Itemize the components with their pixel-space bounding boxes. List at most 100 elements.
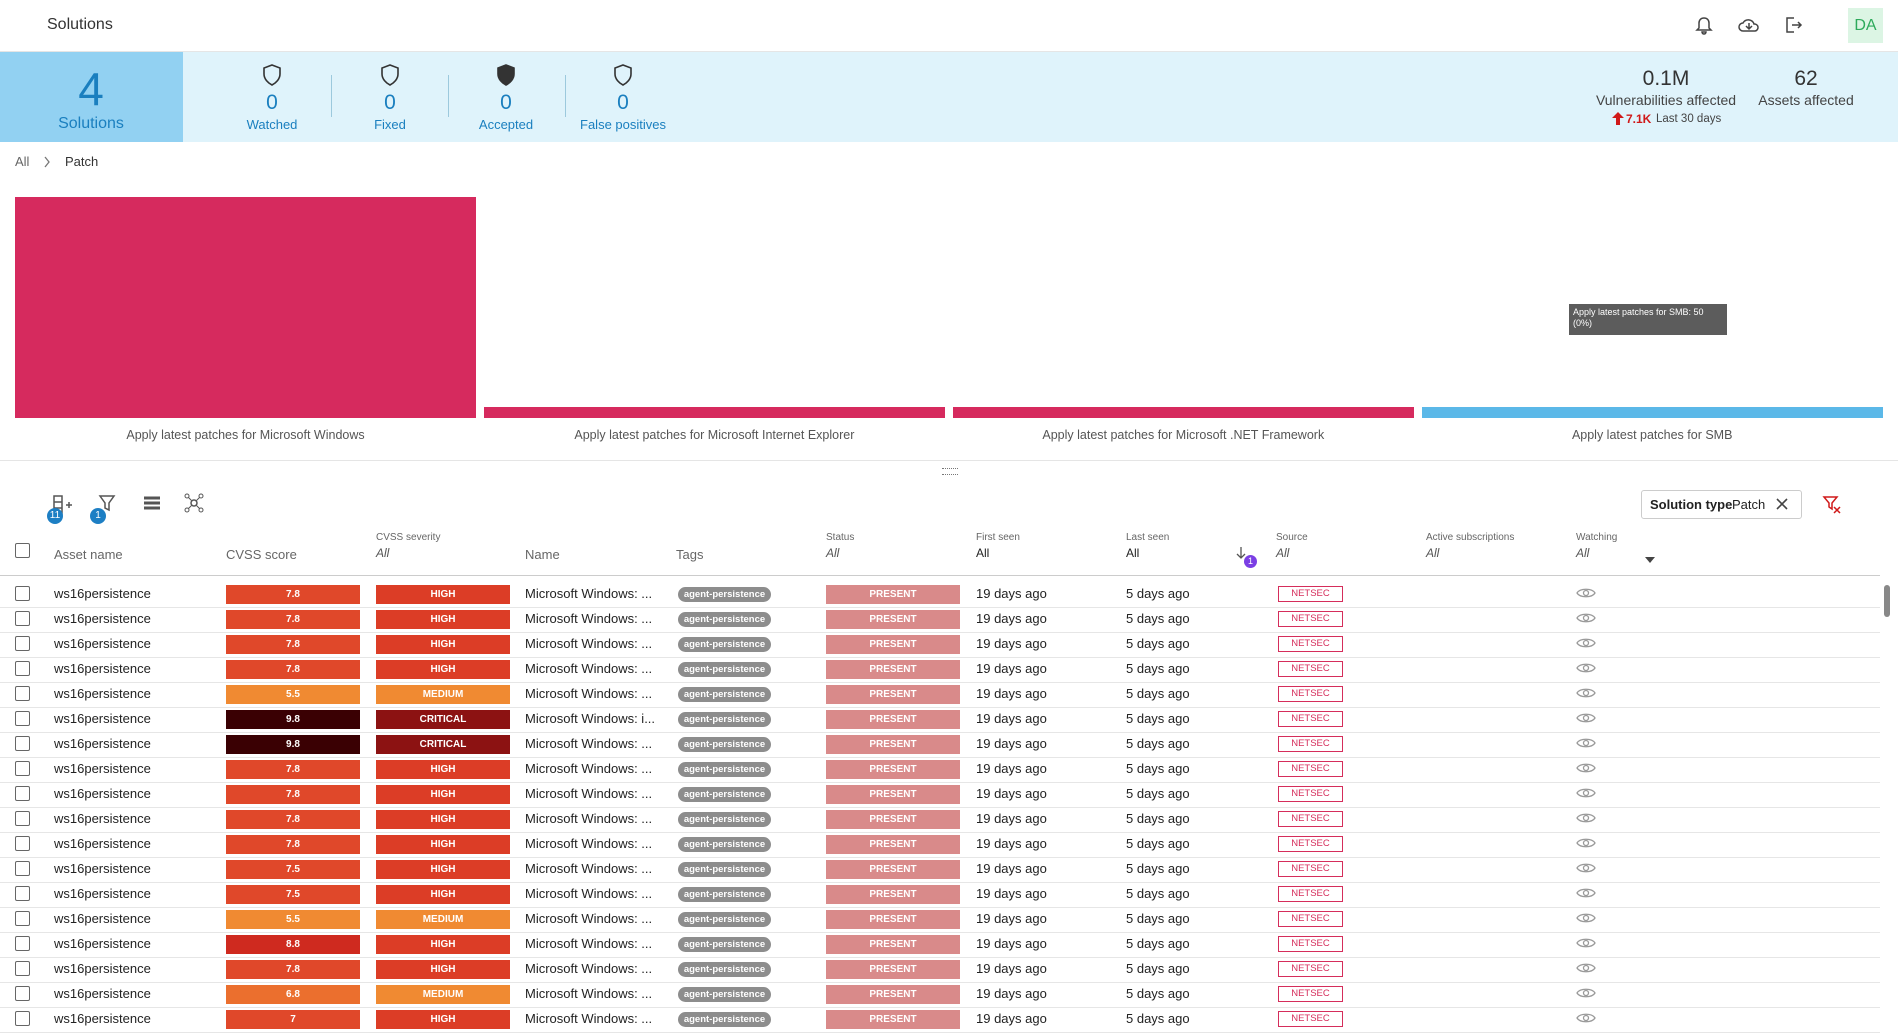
last-seen: 5 days ago [1126, 886, 1190, 901]
table-row [0, 832, 1880, 858]
row-checkbox[interactable] [15, 686, 30, 701]
watch-icon[interactable] [1576, 861, 1596, 875]
cvss-score: 9.8 [226, 710, 360, 729]
watch-icon[interactable] [1576, 986, 1596, 1000]
row-checkbox[interactable] [15, 761, 30, 776]
graph-icon[interactable] [183, 492, 205, 514]
row-checkbox[interactable] [15, 886, 30, 901]
avatar[interactable]: DA [1848, 8, 1883, 43]
cvss-score: 7.8 [226, 760, 360, 779]
bar-label: Apply latest patches for Microsoft .NET … [1042, 428, 1325, 442]
first-seen: 19 days ago [976, 786, 1047, 801]
watch-icon[interactable] [1576, 636, 1596, 650]
watch-icon[interactable] [1576, 1011, 1596, 1025]
resize-handle[interactable] [942, 468, 958, 475]
row-checkbox[interactable] [15, 961, 30, 976]
dropdown-arrow[interactable] [1645, 550, 1655, 563]
status: PRESENT [826, 1010, 960, 1029]
logout-icon[interactable] [1783, 15, 1803, 35]
separator [331, 75, 332, 117]
source: NETSEC [1278, 586, 1343, 602]
watch-icon[interactable] [1576, 936, 1596, 950]
vuln-name: Microsoft Windows: ... [525, 636, 653, 651]
row-checkbox[interactable] [15, 911, 30, 926]
table-row [0, 657, 1880, 683]
severity: HIGH [376, 660, 510, 679]
last-seen: 5 days ago [1126, 911, 1190, 926]
last-seen: 5 days ago [1126, 736, 1190, 751]
tag: agent-persistence [678, 587, 771, 602]
watch-icon[interactable] [1576, 961, 1596, 975]
row-checkbox[interactable] [15, 711, 30, 726]
severity: CRITICAL [376, 735, 510, 754]
asset-name: ws16persistence [54, 586, 151, 601]
chip-close[interactable] [1775, 497, 1789, 511]
row-checkbox[interactable] [15, 661, 30, 676]
row-checkbox[interactable] [15, 811, 30, 826]
last-seen: 5 days ago [1126, 786, 1190, 801]
list-icon[interactable] [142, 494, 162, 512]
separator [565, 75, 566, 117]
table-row [0, 782, 1880, 808]
header-checkbox[interactable] [15, 543, 30, 558]
row-checkbox[interactable] [15, 586, 30, 601]
cvss-score: 7.8 [226, 635, 360, 654]
watch-icon[interactable] [1576, 686, 1596, 700]
row-checkbox[interactable] [15, 986, 30, 1001]
watch-icon[interactable] [1576, 611, 1596, 625]
watch-icon[interactable] [1576, 761, 1596, 775]
asset-name: ws16persistence [54, 711, 151, 726]
row-checkbox[interactable] [15, 736, 30, 751]
row-checkbox[interactable] [15, 786, 30, 801]
severity: MEDIUM [376, 910, 510, 929]
vuln-name: Microsoft Windows: ... [525, 786, 653, 801]
bar [952, 406, 1414, 418]
row-checkbox[interactable] [15, 936, 30, 951]
watch-icon[interactable] [1576, 836, 1596, 850]
row-checkbox[interactable] [15, 636, 30, 651]
row-checkbox[interactable] [15, 611, 30, 626]
source: NETSEC [1278, 836, 1343, 852]
status: PRESENT [826, 960, 960, 979]
cvss-score: 7.8 [226, 810, 360, 829]
watch-icon[interactable] [1576, 736, 1596, 750]
row-checkbox[interactable] [15, 1011, 30, 1026]
tag: agent-persistence [678, 612, 771, 627]
watch-icon[interactable] [1576, 711, 1596, 725]
watch-icon[interactable] [1576, 586, 1596, 600]
tag: agent-persistence [678, 1012, 771, 1027]
filter-badge: 1 [90, 508, 106, 524]
watch-icon[interactable] [1576, 911, 1596, 925]
last-seen: 5 days ago [1126, 811, 1190, 826]
watch-icon[interactable] [1576, 661, 1596, 675]
source: NETSEC [1278, 911, 1343, 927]
table-row [0, 807, 1880, 833]
status: PRESENT [826, 760, 960, 779]
bar-label: Apply latest patches for Microsoft Windo… [126, 428, 365, 442]
status: PRESENT [826, 585, 960, 604]
watch-icon[interactable] [1576, 886, 1596, 900]
asset-name: ws16persistence [54, 786, 151, 801]
first-seen: 19 days ago [976, 636, 1047, 651]
row-checkbox[interactable] [15, 861, 30, 876]
total-card[interactable] [0, 52, 183, 142]
filter-icon[interactable] [97, 493, 117, 515]
severity: HIGH [376, 960, 510, 979]
separator [448, 75, 449, 117]
vuln-name: Microsoft Windows: ... [525, 611, 653, 626]
download-icon[interactable] [1737, 15, 1761, 35]
watch-icon[interactable] [1576, 811, 1596, 825]
watch-icon[interactable] [1576, 786, 1596, 800]
bell-icon[interactable] [1694, 15, 1714, 35]
source: NETSEC [1278, 711, 1343, 727]
scrollbar-thumb[interactable] [1884, 585, 1890, 617]
column-filter: All [826, 546, 840, 560]
last-seen: 5 days ago [1126, 686, 1190, 701]
row-checkbox[interactable] [15, 836, 30, 851]
clear-filters[interactable] [1822, 495, 1842, 515]
breadcrumb-root[interactable]: All [15, 154, 30, 169]
stat-value: 0 [384, 91, 396, 114]
column-filter: All [376, 546, 390, 560]
cvss-score: 6.8 [226, 985, 360, 1004]
filter-chip[interactable] [1641, 490, 1802, 519]
